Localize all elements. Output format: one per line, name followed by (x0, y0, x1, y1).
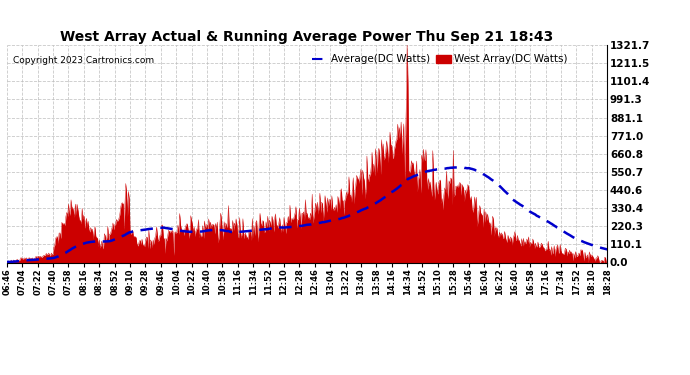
Text: Copyright 2023 Cartronics.com: Copyright 2023 Cartronics.com (13, 56, 154, 65)
Title: West Array Actual & Running Average Power Thu Sep 21 18:43: West Array Actual & Running Average Powe… (61, 30, 553, 44)
Legend: Average(DC Watts), West Array(DC Watts): Average(DC Watts), West Array(DC Watts) (308, 50, 572, 69)
